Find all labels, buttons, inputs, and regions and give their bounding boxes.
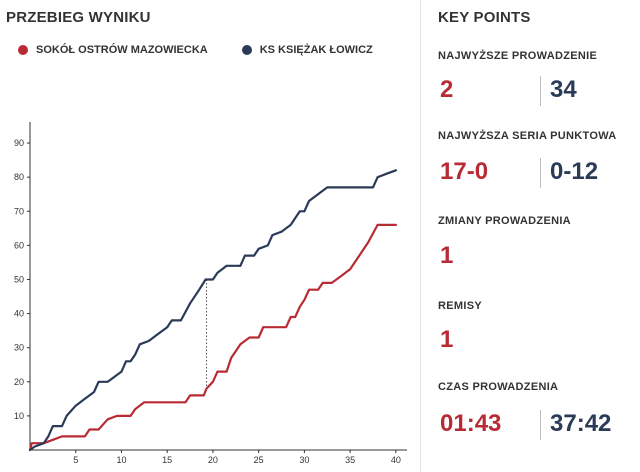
value-separator <box>540 410 541 440</box>
y-tick-label: 80 <box>14 172 24 182</box>
largest-lead-away: 34 <box>550 76 577 103</box>
series-line-home <box>28 223 397 452</box>
lead-changes-label: ZMIANY PROWADZENIA <box>438 215 571 227</box>
legend-item-away: KS KSIĘŻAK ŁOWICZ <box>241 44 373 56</box>
x-tick-label: 20 <box>208 455 218 465</box>
home-color-dot <box>18 45 28 55</box>
legend-label-home: SOKÓŁ OSTRÓW MAZOWIECKA <box>36 44 208 56</box>
ties-label: REMISY <box>438 300 482 312</box>
legend-item-home: SOKÓŁ OSTRÓW MAZOWIECKA <box>18 44 208 56</box>
y-tick-label: 70 <box>14 206 24 216</box>
y-tick-label: 40 <box>14 309 24 319</box>
largest-lead-home: 2 <box>440 76 454 103</box>
longest-run-away: 0-12 <box>550 158 599 185</box>
series-line-away <box>28 169 397 452</box>
y-tick-label: 90 <box>14 138 24 148</box>
legend-label-away: KS KSIĘŻAK ŁOWICZ <box>259 44 373 56</box>
x-tick-label: 30 <box>299 455 309 465</box>
y-tick-label: 30 <box>14 343 24 353</box>
value-separator <box>540 76 541 106</box>
panel-divider <box>420 0 421 472</box>
x-tick-label: 15 <box>162 455 172 465</box>
value-separator <box>540 158 541 188</box>
x-tick-label: 5 <box>73 455 78 465</box>
key-points-title: KEY POINTS <box>438 9 531 26</box>
x-tick-label: 10 <box>116 455 126 465</box>
x-tick-label: 25 <box>254 455 264 465</box>
score-progression-chart: 10 20 30 40 50 60 70 80 90 5 10 15 20 25 30 35 40 <box>14 122 407 465</box>
longest-run-label: NAJWYŻSZA SERIA PUNKTOWA <box>438 130 617 142</box>
legend: SOKÓŁ OSTRÓW MAZOWIECKA KS KSIĘŻAK ŁOWIC… <box>18 44 373 56</box>
y-tick-label: 10 <box>14 411 24 421</box>
lead-changes-value: 1 <box>440 242 454 269</box>
x-tick-label: 40 <box>391 455 401 465</box>
time-leading-home: 01:43 <box>440 410 502 437</box>
away-color-dot <box>241 45 252 55</box>
time-leading-away: 37:42 <box>550 410 612 437</box>
longest-run-home: 17-0 <box>440 158 489 185</box>
y-tick-label: 50 <box>14 274 24 284</box>
y-tick-label: 20 <box>14 377 24 387</box>
ties-value: 1 <box>440 326 454 353</box>
x-tick-label: 35 <box>345 455 355 465</box>
y-tick-label: 60 <box>14 240 24 250</box>
largest-lead-label: NAJWYŻSZE PROWADZENIE <box>438 50 598 62</box>
chart-title: PRZEBIEG WYNIKU <box>6 9 151 26</box>
time-leading-label: CZAS PROWADZENIA <box>438 381 559 393</box>
